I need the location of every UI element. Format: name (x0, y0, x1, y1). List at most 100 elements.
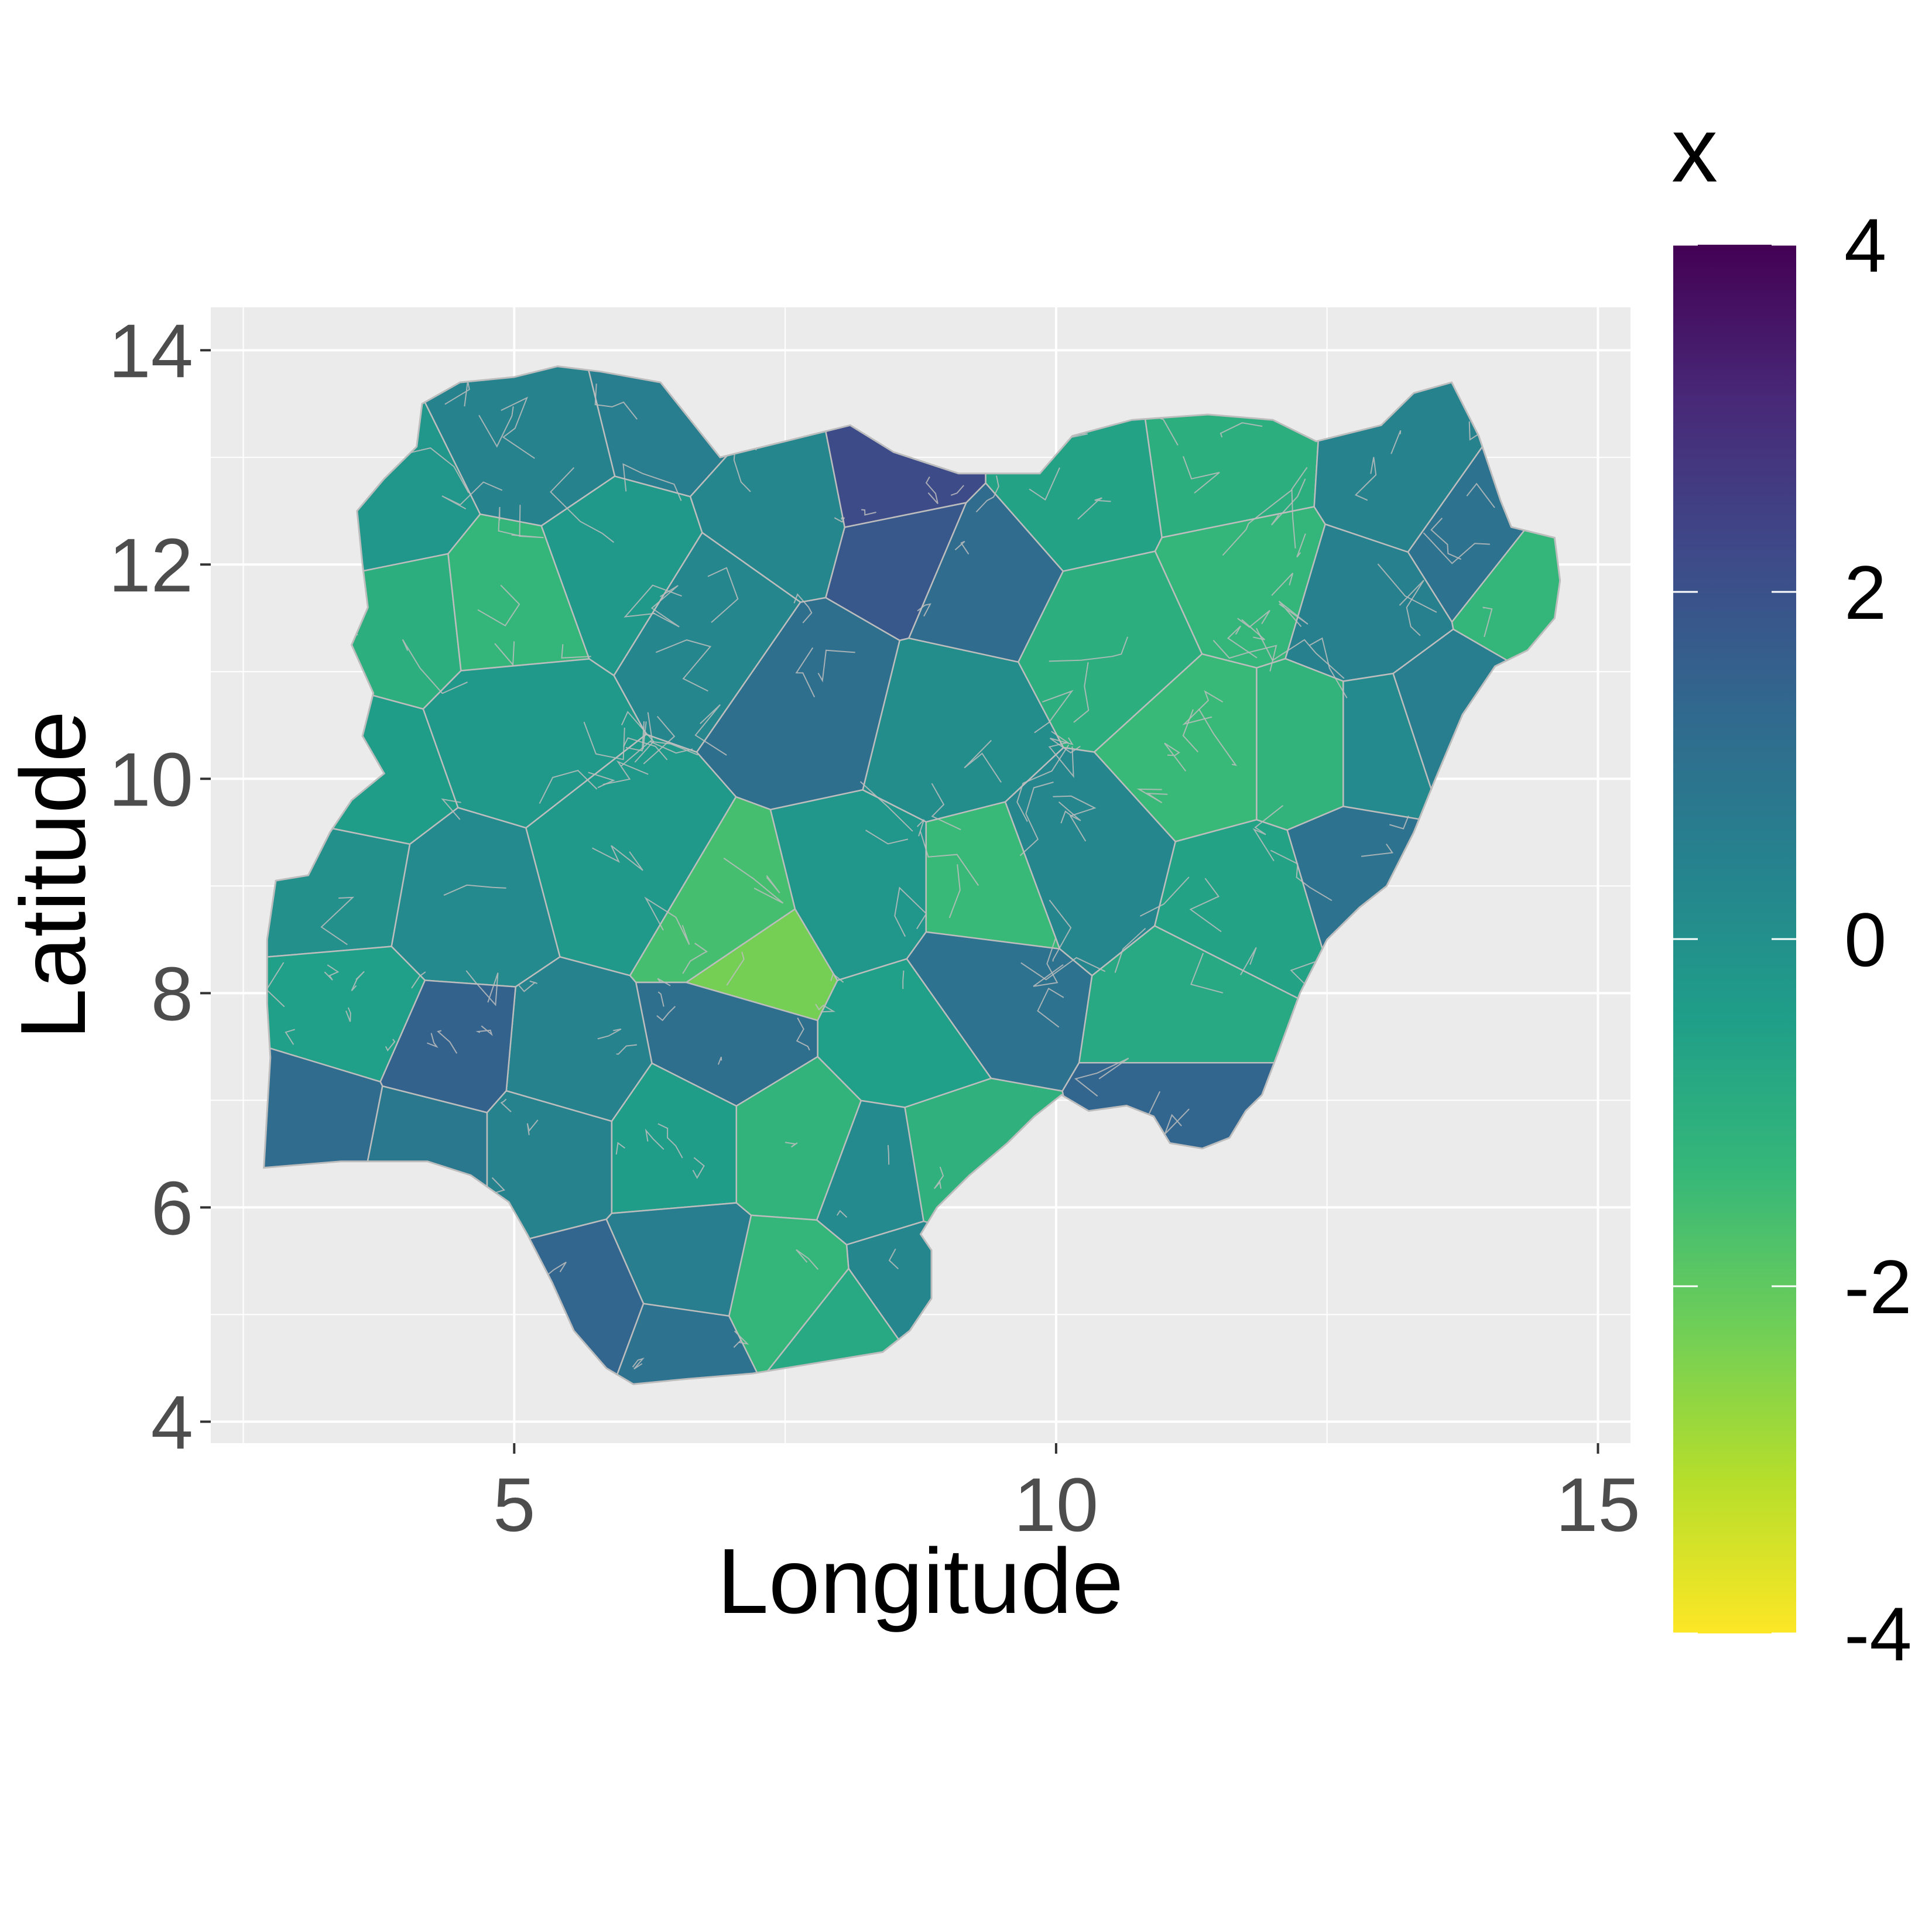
admin-border (717, 1056, 722, 1065)
admin-border (1182, 690, 1224, 725)
admin-border (830, 973, 844, 983)
admin-border (1291, 467, 1308, 549)
admin-border (1252, 805, 1284, 862)
admin-border (550, 467, 615, 543)
admin-border (888, 1248, 899, 1270)
admin-border (726, 951, 745, 986)
admin-border (1270, 478, 1306, 526)
admin-border (624, 584, 682, 618)
admin-border (916, 819, 925, 837)
admin-border (1074, 1057, 1129, 1097)
admin-border (1139, 876, 1190, 917)
admin-border (649, 741, 698, 756)
admin-border (539, 769, 598, 804)
admin-border (437, 1030, 458, 1054)
admin-border (526, 1119, 539, 1135)
admin-border (345, 1007, 351, 1022)
admin-border (427, 1033, 439, 1048)
legend-break-label: -4 (1844, 1591, 1912, 1677)
admin-border (656, 1006, 676, 1022)
admin-border (650, 585, 680, 628)
admin-border (1164, 1108, 1190, 1135)
x-tick-label: 10 (1014, 1462, 1099, 1547)
admin-border (1278, 601, 1308, 627)
admin-border (1198, 708, 1238, 766)
admin-border (645, 1128, 664, 1150)
admin-border (644, 896, 690, 945)
admin-border (657, 978, 671, 986)
admin-border (546, 1261, 567, 1276)
admin-border (588, 772, 615, 789)
admin-border (1308, 637, 1348, 698)
legend-ticks: 4 2 0 -2 -4 (1673, 203, 1912, 1677)
admin-border (1019, 782, 1054, 857)
admin-border (964, 739, 1002, 783)
admin-border (925, 476, 938, 504)
admin-border (1164, 742, 1187, 772)
admin-border (616, 1044, 638, 1055)
admin-border (859, 781, 913, 832)
admin-border (1227, 625, 1258, 659)
admin-border (625, 721, 647, 752)
legend-title: x (1671, 98, 1718, 201)
admin-border (1296, 533, 1306, 558)
admin-border (1049, 737, 1081, 753)
country-outline (263, 365, 1561, 1385)
admin-border (1240, 947, 1257, 975)
admin-border (1466, 482, 1495, 508)
y-axis-title: Latitude (2, 711, 105, 1040)
admin-border (1430, 518, 1462, 560)
admin-border (920, 831, 979, 886)
admin-border (1190, 953, 1224, 994)
admin-border (1237, 609, 1270, 628)
admin-border (1377, 563, 1437, 613)
admin-border (494, 641, 515, 666)
admin-border (723, 857, 784, 904)
admin-border (500, 1098, 512, 1112)
admin-border (950, 485, 964, 496)
admin-border (795, 647, 816, 698)
admin-border (285, 1029, 295, 1045)
admin-border (583, 721, 625, 761)
admin-border (692, 1157, 705, 1179)
admin-border (385, 1039, 396, 1051)
y-tick-label: 4 (151, 1379, 193, 1465)
admin-border (1029, 467, 1060, 501)
admin-border (1399, 580, 1424, 636)
admin-border (441, 798, 461, 820)
legend-break-label: 4 (1844, 203, 1886, 288)
legend-break-label: -2 (1844, 1244, 1912, 1330)
admin-border (1077, 497, 1111, 520)
admin-border (1241, 619, 1265, 640)
legend-break-label: 0 (1844, 897, 1886, 982)
admin-border (917, 603, 931, 617)
admin-border (785, 1142, 798, 1148)
admin-border (733, 1330, 749, 1348)
admin-border (1114, 927, 1146, 973)
admin-border (887, 1145, 890, 1165)
admin-border (632, 1357, 645, 1370)
admin-border (602, 760, 649, 785)
y-tick-label: 8 (151, 951, 193, 1036)
admin-border (836, 1210, 848, 1218)
admin-border (518, 980, 537, 992)
admin-border (623, 737, 668, 761)
admin-border (615, 1142, 625, 1155)
admin-border (954, 540, 970, 555)
admin-border (1136, 788, 1168, 803)
admin-border (657, 1123, 683, 1159)
admin-border (1183, 456, 1220, 494)
admin-border (1033, 937, 1064, 987)
admin-border (1053, 795, 1097, 842)
admin-border (501, 396, 535, 459)
axis-ticks: 5 10 15 4 6 8 10 12 14 (108, 308, 1640, 1547)
admin-border (1482, 607, 1493, 638)
admin-border (475, 1025, 493, 1036)
admin-border (707, 567, 739, 623)
admin-border (1037, 987, 1064, 1028)
y-tick-label: 12 (108, 522, 193, 608)
admin-border (796, 1018, 810, 1051)
admin-border (817, 649, 855, 683)
admin-border (933, 1166, 944, 1189)
